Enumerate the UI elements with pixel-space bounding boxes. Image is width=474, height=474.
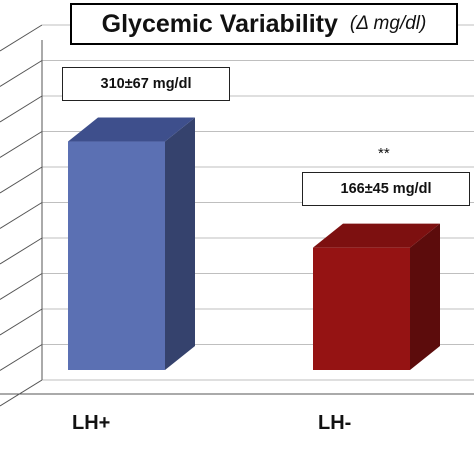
significance-marker: ** xyxy=(378,145,390,162)
gridline-side xyxy=(0,273,43,300)
gridline-side xyxy=(0,308,43,336)
gridline-side xyxy=(0,379,43,407)
gridline-side xyxy=(0,24,43,52)
bar-lh-minus xyxy=(313,247,410,370)
bar-lh-plus xyxy=(68,141,165,370)
gridline-side xyxy=(0,166,43,194)
chart-subtitle: (Δ mg/dl) xyxy=(349,13,427,34)
gridline-side xyxy=(0,344,43,371)
gridline-side xyxy=(0,60,43,87)
data-label-lh-plus: 310±67 mg/dl xyxy=(62,67,230,101)
chart-title: Glycemic Variability xyxy=(101,9,338,38)
data-label-lh-minus: 166±45 mg/dl xyxy=(302,172,470,206)
gridline-side xyxy=(0,237,43,265)
gridline-side xyxy=(0,95,43,123)
gridline-side xyxy=(0,131,43,158)
bar-top-lh-minus xyxy=(313,223,440,248)
category-label-lh-minus: LH- xyxy=(318,412,352,434)
bar-top-lh-plus xyxy=(68,117,195,142)
chart-title-box: Glycemic Variability (Δ mg/dl) xyxy=(70,3,458,45)
bar-side-lh-plus xyxy=(165,117,195,370)
bar-side-lh-minus xyxy=(410,223,440,370)
gridline-side xyxy=(0,202,43,229)
category-label-lh-plus: LH+ xyxy=(72,412,111,434)
